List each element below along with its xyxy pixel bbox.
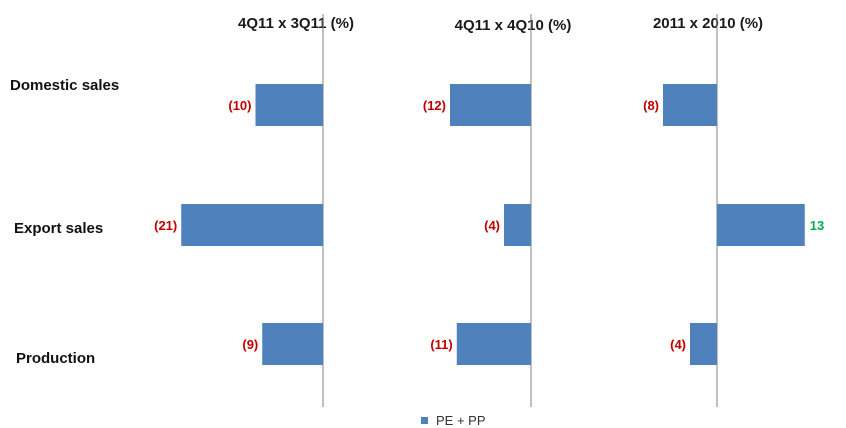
data-label-panel-3-domestic-sales: (8) xyxy=(643,98,659,113)
legend-label: PE + PP xyxy=(436,413,486,428)
data-label-panel-2-export-sales: (4) xyxy=(484,218,500,233)
bar-panel-3-production xyxy=(690,323,717,365)
bar-panel-1-export-sales xyxy=(181,204,323,246)
category-label-production: Production xyxy=(16,350,95,367)
bar-panel-1-domestic-sales xyxy=(255,84,323,126)
data-label-panel-3-export-sales: 13 xyxy=(810,218,824,233)
panel-3: 2011 x 2010 (%) (8) 13 (4) xyxy=(643,14,824,407)
category-label-domestic-sales: Domestic sales xyxy=(10,77,119,94)
bar-panel-3-export-sales xyxy=(717,204,805,246)
bar-panel-2-production xyxy=(456,323,531,365)
data-label-panel-2-production: (11) xyxy=(430,337,452,352)
panel-1: 4Q11 x 3Q11 (%) (10) (21) (9) xyxy=(154,14,354,407)
panel-3-title: 2011 x 2010 (%) xyxy=(653,15,763,32)
data-label-panel-1-production: (9) xyxy=(242,337,258,352)
category-label-export-sales: Export sales xyxy=(14,220,103,237)
category-labels: Domestic sales Export sales Production xyxy=(10,77,119,367)
data-label-panel-2-domestic-sales: (12) xyxy=(423,98,446,113)
panels: 4Q11 x 3Q11 (%) (10) (21) (9) 4Q11 x 4Q10 (%… xyxy=(154,14,824,407)
legend-swatch xyxy=(421,417,428,424)
data-label-panel-1-domestic-sales: (10) xyxy=(228,98,251,113)
panel-2-title: 4Q11 x 4Q10 (%) xyxy=(455,17,572,34)
data-label-panel-3-production: (4) xyxy=(670,337,686,352)
panel-1-title: 4Q11 x 3Q11 (%) xyxy=(238,15,354,32)
bar-panel-3-domestic-sales xyxy=(663,84,717,126)
bar-panel-2-export-sales xyxy=(504,204,531,246)
legend: PE + PP xyxy=(421,413,486,428)
bar-panel-1-production xyxy=(262,323,323,365)
panel-2: 4Q11 x 4Q10 (%) (12) (4) (11) xyxy=(423,14,571,407)
data-label-panel-1-export-sales: (21) xyxy=(154,218,177,233)
bar-panel-2-domestic-sales xyxy=(450,84,531,126)
